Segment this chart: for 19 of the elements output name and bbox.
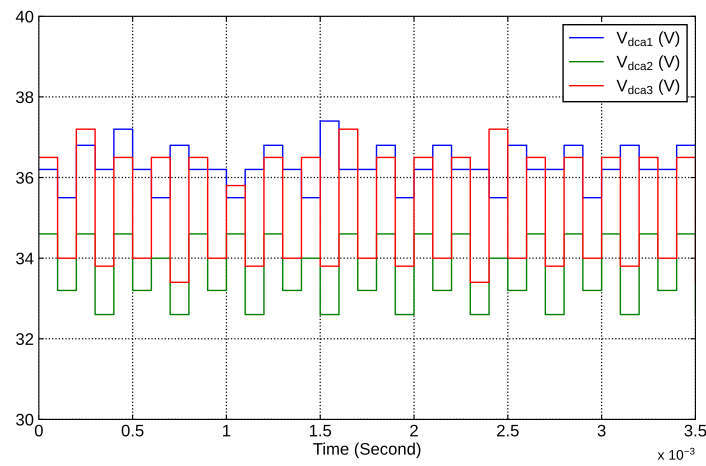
x-tick-label: 3 bbox=[598, 424, 606, 437]
legend-label: V$_{dca2}$ (V) bbox=[616, 55, 680, 71]
y-tick-label: 36 bbox=[16, 172, 34, 184]
y-tick-label: 34 bbox=[16, 252, 34, 264]
text: x 10$^{−3}$ bbox=[658, 448, 695, 460]
y-tick-label: 40 bbox=[16, 10, 34, 23]
y-tick-label: 32 bbox=[16, 333, 34, 345]
legend-label: V$_{dca1}$ (V) bbox=[616, 31, 680, 47]
x-tick-label: 2.5 bbox=[497, 424, 519, 437]
x-tick-label: 1 bbox=[223, 424, 230, 436]
x-tick-label: 3.5 bbox=[684, 424, 706, 437]
legend-label: V$_{dca3}$ (V) bbox=[616, 79, 680, 95]
x-tick-label: 0.5 bbox=[122, 424, 144, 437]
x-tick-label: 1.5 bbox=[310, 424, 332, 437]
y-tick-label: 38 bbox=[16, 91, 34, 104]
y-tick-label: 30 bbox=[16, 414, 34, 426]
x-axis-title: Time (Second) bbox=[313, 442, 420, 458]
x-tick-label: 0 bbox=[34, 424, 43, 437]
x-tick-label: 2 bbox=[410, 424, 418, 436]
